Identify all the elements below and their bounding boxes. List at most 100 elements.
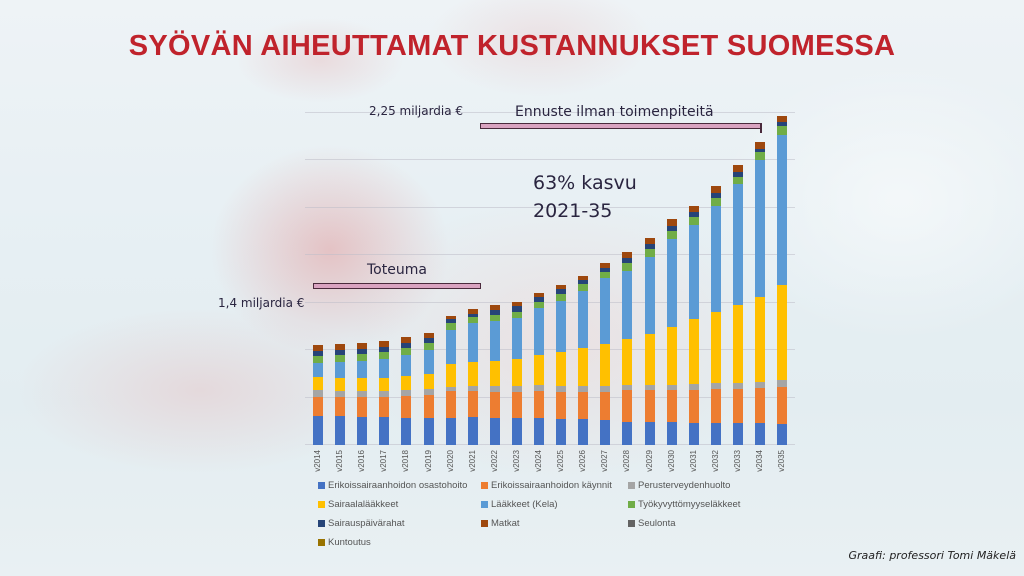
bar-segment [445, 386, 456, 391]
legend-swatch [318, 501, 325, 508]
bar-v2019 [423, 332, 434, 445]
bar-segment [666, 326, 677, 385]
actual-label: Toteuma [367, 262, 427, 278]
legend-swatch [481, 482, 488, 489]
bar-v2035 [777, 115, 788, 445]
bar-segment [423, 338, 434, 344]
bar-segment [578, 418, 589, 445]
bar-segment [755, 152, 765, 161]
bar-segment [688, 212, 699, 218]
bar-segment [644, 244, 655, 250]
bar-segment [401, 337, 412, 344]
bar-segment [357, 349, 368, 354]
x-tick-label: v2025 [556, 450, 566, 472]
gridline [305, 159, 795, 161]
bar-segment [534, 417, 544, 445]
bar-segment [511, 385, 522, 392]
bar-v2015 [335, 344, 346, 445]
bar-segment [755, 160, 765, 297]
bar-segment [777, 285, 788, 381]
bar-v2021 [467, 309, 478, 445]
bar-segment [511, 318, 522, 359]
bar-segment [688, 225, 699, 320]
bar-segment [556, 293, 567, 301]
bar-segment [600, 419, 611, 445]
bar-segment [644, 237, 655, 245]
bar-segment [710, 388, 721, 423]
bar-segment [732, 165, 743, 172]
bar-v2014 [313, 345, 323, 445]
start-value-annotation: 1,4 miljardia € [218, 296, 305, 310]
bar-segment [335, 361, 346, 379]
bar-segment [556, 289, 567, 294]
legend-label: Matkat [491, 518, 520, 529]
bar-segment [600, 344, 611, 386]
bar-segment [445, 322, 456, 330]
bar-v2027 [600, 262, 611, 445]
bar-segment [423, 343, 434, 351]
bar-segment [357, 416, 368, 445]
bar-v2020 [445, 316, 456, 445]
bar-segment [467, 361, 478, 386]
gridline [305, 444, 795, 445]
bar-segment [534, 384, 544, 391]
bar-segment [534, 308, 544, 355]
bar-segment [666, 219, 677, 227]
stacked-bar-chart [305, 100, 795, 445]
bar-segment [755, 296, 765, 383]
forecast-bracket-drop [760, 123, 762, 133]
bar-segment [644, 333, 655, 385]
bar-segment [313, 362, 323, 378]
bar-segment [600, 391, 611, 420]
bar-segment [755, 141, 765, 149]
bar-segment [710, 312, 721, 383]
x-tick-label: v2018 [401, 450, 411, 472]
bar-segment [534, 296, 544, 302]
x-tick-label: v2030 [666, 450, 676, 472]
bar-segment [710, 422, 721, 445]
bar-segment [622, 252, 633, 259]
bar-segment [489, 304, 500, 311]
bar-segment [534, 390, 544, 418]
bar-segment [644, 257, 655, 334]
bar-segment [379, 352, 390, 359]
bar-segment [556, 418, 567, 445]
bar-segment [489, 417, 500, 445]
bar-segment [622, 389, 633, 422]
x-tick-label: v2016 [357, 450, 367, 472]
legend-item: Kuntoutus [318, 537, 371, 548]
bar-segment [777, 134, 788, 286]
bar-segment [755, 382, 765, 388]
bar-segment [732, 184, 743, 306]
bar-segment [401, 354, 412, 377]
bar-segment [467, 314, 478, 318]
bar-segment [644, 384, 655, 390]
bar-segment [578, 391, 589, 419]
top-value-annotation: 2,25 miljardia € [369, 104, 464, 118]
bar-segment [445, 329, 456, 364]
bar-segment [534, 292, 544, 297]
gridline [305, 111, 795, 113]
bar-segment [489, 315, 500, 321]
bar-segment [335, 396, 346, 416]
bar-segment [644, 389, 655, 422]
bar-segment [732, 305, 743, 383]
bar-segment [423, 350, 434, 375]
x-tick-label: v2028 [622, 450, 632, 472]
bar-v2016 [357, 343, 368, 445]
bar-segment [423, 332, 434, 339]
bar-segment [556, 285, 567, 290]
bar-segment [578, 290, 589, 349]
legend-item: Perusterveydenhuolto [628, 480, 730, 491]
forecast-label: Ennuste ilman toimenpiteitä [515, 104, 714, 120]
bar-segment [534, 354, 544, 385]
bar-segment [423, 388, 434, 395]
legend-item: Erikoissairaanhoidon osastohoito [318, 480, 467, 491]
bar-segment [600, 278, 611, 345]
bar-v2026 [578, 276, 589, 445]
bar-segment [777, 386, 788, 424]
bar-segment [622, 384, 633, 390]
legend-label: Sairaalalääkkeet [328, 499, 399, 510]
bar-segment [335, 354, 346, 362]
x-tick-label: v2029 [644, 450, 654, 472]
